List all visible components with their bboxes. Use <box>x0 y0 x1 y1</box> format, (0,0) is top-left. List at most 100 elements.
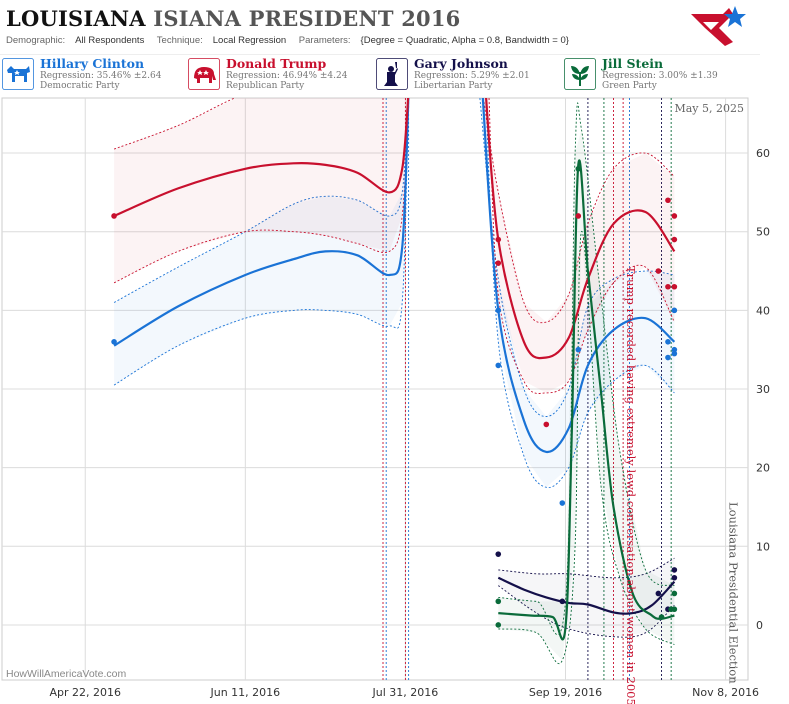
poll-point-trump <box>665 283 671 290</box>
y-tick-label: 10 <box>756 540 770 553</box>
elephant-icon <box>188 58 220 90</box>
y-tick-label: 20 <box>756 462 770 475</box>
band-lower-trump <box>488 98 675 394</box>
leaf-icon <box>564 58 596 90</box>
poll-point-trump <box>575 213 582 219</box>
poll-point-stein <box>495 598 502 605</box>
y-tick-label: 50 <box>756 226 770 239</box>
poll-point-johnson <box>655 590 662 597</box>
poll-point-johnson <box>671 567 678 573</box>
poll-point-trump <box>671 283 678 290</box>
band-lower-trump <box>113 98 409 284</box>
legend-party-stein: Green Party <box>602 81 657 91</box>
y-tick-label: 0 <box>756 619 763 632</box>
demographic-value: All Respondents <box>75 35 145 46</box>
poll-point-clinton <box>671 350 678 357</box>
legend-item-clinton: Hillary Clinton Regression: 35.46% ±2.64… <box>2 56 182 92</box>
poll-point-johnson <box>495 551 502 557</box>
star-flag-logo-icon <box>691 6 746 46</box>
poll-point-stein <box>658 614 665 620</box>
band-fill-trump <box>483 98 675 393</box>
parameters-bar: Demographic: All Respondents Technique: Lo… <box>6 35 579 46</box>
legend-item-trump: Donald Trump Regression: 46.94% ±4.24 Re… <box>188 56 368 92</box>
poll-point-johnson <box>559 598 566 605</box>
donkey-icon <box>2 58 34 90</box>
x-tick-label: Apr 22, 2016 <box>49 686 121 699</box>
liberty-icon <box>376 58 408 90</box>
poll-point-trump <box>111 213 117 219</box>
parameters-value: {Degree = Quadratic, Alpha = 0.8, Bandwi… <box>360 35 569 46</box>
title-state: LOUISIANA <box>6 6 146 31</box>
band-fill-johnson <box>498 558 675 637</box>
poll-point-clinton <box>495 307 502 314</box>
annotation-election-day: Louisiana Presidential Election <box>727 502 741 684</box>
poll-point-clinton <box>575 346 582 353</box>
band-upper-clinton <box>113 98 409 303</box>
legend-party-clinton: Democratic Party <box>40 81 120 91</box>
candidate-legend: Hillary Clinton Regression: 35.46% ±2.64… <box>0 54 760 93</box>
poll-point-clinton <box>665 339 671 345</box>
poll-point-stein <box>575 165 582 172</box>
legend-item-johnson: Gary Johnson Regression: 5.29% ±2.01 Lib… <box>376 56 556 92</box>
trend-line-stein <box>498 159 675 641</box>
trend-line-trump <box>113 98 410 218</box>
y-tick-label: 40 <box>756 304 770 317</box>
band-fill-stein <box>498 129 675 661</box>
legend-name-johnson: Gary Johnson <box>414 56 508 71</box>
trend-line-johnson <box>497 576 676 615</box>
poll-point-clinton <box>559 500 566 506</box>
x-tick-label: Nov 8, 2016 <box>692 686 759 699</box>
band-fill-clinton <box>479 98 675 488</box>
legend-regression-trump: Regression: 46.94% ±4.24 <box>226 71 348 81</box>
legend-regression-johnson: Regression: 5.29% ±2.01 <box>414 71 530 81</box>
y-tick-label: 60 <box>756 147 770 160</box>
technique-value: Local Regression <box>212 35 287 46</box>
poll-point-clinton <box>665 354 671 361</box>
poll-point-clinton <box>111 339 117 345</box>
legend-item-stein: Jill Stein Regression: 3.00% ±1.39 Green… <box>564 56 744 92</box>
poll-point-clinton <box>671 307 678 314</box>
annotation-lewd-conversation: Trump recorded having extremely lewd con… <box>624 266 638 704</box>
page-title: LOUISIANA ISIANA PRESIDENT 2016 <box>6 6 460 31</box>
band-upper-clinton <box>479 98 675 417</box>
band-lower-johnson <box>498 585 675 638</box>
trend-line-clinton <box>481 98 676 454</box>
x-tick-label: Jun 11, 2016 <box>209 686 280 699</box>
band-upper-trump <box>482 98 675 324</box>
poll-point-johnson <box>671 574 678 581</box>
legend-regression-stein: Regression: 3.00% ±1.39 <box>602 71 718 81</box>
band-fill-trump <box>114 98 409 283</box>
band-upper-stein <box>498 102 675 636</box>
poll-point-stein <box>495 622 502 628</box>
poll-point-stein <box>671 606 678 613</box>
parameters-label: Parameters: <box>298 35 351 46</box>
legend-party-trump: Republican Party <box>226 81 305 91</box>
poll-point-clinton <box>495 362 502 369</box>
poll-point-trump <box>543 421 550 428</box>
poll-point-clinton <box>671 346 678 353</box>
poll-point-trump <box>495 260 502 266</box>
demographic-label: Demographic: <box>6 35 66 46</box>
legend-name-stein: Jill Stein <box>602 56 664 71</box>
band-lower-clinton <box>485 98 675 488</box>
series-layer <box>111 98 678 664</box>
technique-label: Technique: <box>156 35 203 46</box>
x-tick-label: Jul 31, 2016 <box>372 686 439 699</box>
legend-regression-clinton: Regression: 35.46% ±2.64 <box>40 71 162 81</box>
band-fill-clinton <box>114 98 409 386</box>
legend-name-trump: Donald Trump <box>226 56 327 71</box>
x-tick-label: Sep 19, 2016 <box>529 686 602 699</box>
poll-point-trump <box>671 213 678 219</box>
chart-date-label: May 5, 2025 <box>674 102 744 115</box>
site-watermark: HowWillAmericaVote.com <box>6 668 127 680</box>
band-lower-clinton <box>113 98 409 386</box>
poll-point-trump <box>655 268 662 274</box>
poll-chart: 0 10 20 30 40 50 60 Apr 22, 2016 Jun 11, 2016 Jul… <box>1 97 770 704</box>
y-tick-label: 30 <box>756 383 770 396</box>
poll-point-trump <box>665 197 671 204</box>
poll-point-trump <box>671 236 678 243</box>
legend-name-clinton: Hillary Clinton <box>40 56 145 71</box>
title-race: ISIANA PRESIDENT 2016 <box>153 6 461 31</box>
trend-line-clinton <box>113 98 410 347</box>
poll-point-stein <box>671 590 678 597</box>
